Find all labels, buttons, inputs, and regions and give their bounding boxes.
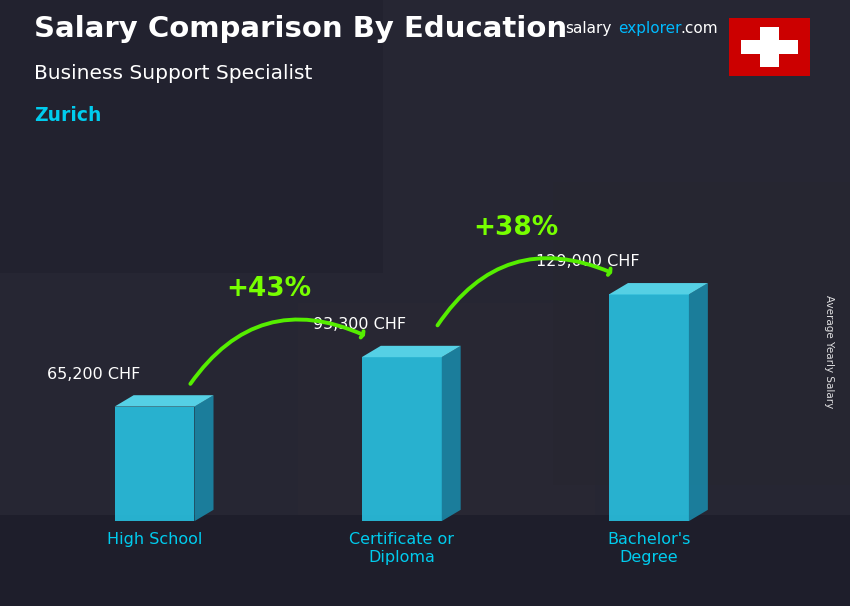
- Text: 65,200 CHF: 65,200 CHF: [47, 367, 140, 382]
- Text: Salary Comparison By Education: Salary Comparison By Education: [34, 15, 567, 43]
- Text: salary: salary: [565, 21, 612, 36]
- Text: explorer: explorer: [618, 21, 682, 36]
- Bar: [760, 27, 779, 67]
- Bar: [115, 407, 195, 521]
- Bar: [0, 0, 382, 273]
- Polygon shape: [195, 395, 213, 521]
- Polygon shape: [688, 283, 708, 521]
- Bar: [609, 295, 689, 521]
- Text: Average Yearly Salary: Average Yearly Salary: [824, 295, 834, 408]
- Bar: [741, 40, 798, 54]
- Bar: [362, 357, 442, 521]
- Text: 129,000 CHF: 129,000 CHF: [536, 255, 640, 270]
- Polygon shape: [362, 346, 461, 357]
- Polygon shape: [442, 346, 461, 521]
- Text: Zurich: Zurich: [34, 106, 101, 125]
- Text: .com: .com: [681, 21, 718, 36]
- Text: 93,300 CHF: 93,300 CHF: [314, 317, 406, 332]
- Bar: [552, 182, 850, 485]
- Text: Business Support Specialist: Business Support Specialist: [34, 64, 313, 82]
- Text: +43%: +43%: [226, 276, 311, 302]
- Polygon shape: [609, 283, 708, 295]
- Bar: [0, 515, 850, 606]
- Bar: [298, 303, 595, 606]
- Polygon shape: [115, 395, 213, 407]
- Text: +38%: +38%: [473, 215, 558, 241]
